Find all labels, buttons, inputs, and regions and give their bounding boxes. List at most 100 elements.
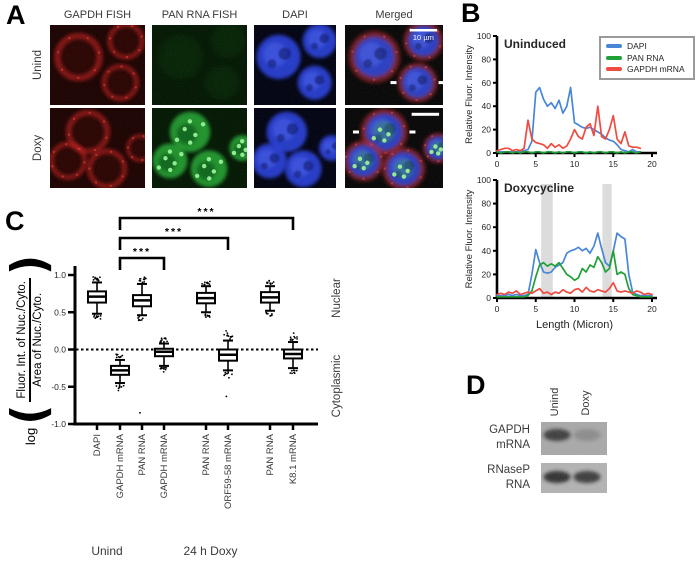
outlier-point — [139, 277, 142, 280]
outlier-point — [94, 317, 97, 320]
micrograph-doxy-dapi — [254, 108, 336, 188]
outlier-point — [143, 276, 146, 279]
scatter-point — [270, 314, 273, 317]
scatter-point — [138, 279, 141, 282]
panel-a-label: A — [6, 0, 26, 30]
scatter-point — [96, 279, 98, 281]
x-tick-label: 0 — [495, 304, 500, 314]
y-tick-label: 60 — [482, 78, 492, 88]
row-label-doxy: Doxy — [32, 134, 44, 162]
scatter-point — [92, 276, 95, 278]
significance-bracket — [118, 236, 230, 250]
group-label-24h-doxy: 24 h Doxy — [183, 544, 238, 558]
scatter-point — [293, 335, 296, 338]
scatter-point — [289, 372, 292, 374]
scatter-point — [138, 318, 140, 321]
scatter-point — [290, 369, 293, 372]
scatter-point — [159, 341, 162, 343]
outlier-point — [138, 315, 141, 318]
scatter-point — [118, 385, 121, 388]
scatter-point — [93, 314, 96, 317]
scatter-point — [294, 337, 296, 339]
blot-row-label-line: RNaseP — [487, 464, 530, 476]
panel-b-label: B — [461, 0, 481, 28]
legend-label: PAN RNA — [627, 52, 665, 63]
legend-item: DAPI — [606, 42, 688, 51]
series-gapdh-mrna — [496, 105, 642, 152]
scatter-point — [162, 368, 165, 370]
significance-stars: *** — [165, 226, 183, 238]
line-chart-doxycycline: 0 20 40 60 80 100 0 5 10 15 20 Doxycycline Relative … — [464, 175, 657, 331]
y-tick-label: 0.5 — [54, 307, 66, 317]
scatter-point — [140, 319, 143, 321]
category-label: ORF59-58 mRNA — [223, 433, 234, 509]
legend-label: DAPI — [627, 41, 647, 51]
noise-overlay — [345, 25, 443, 105]
panel-d-label: D — [466, 370, 486, 400]
significance-stars: *** — [133, 246, 151, 258]
x-tick-label: 0 — [495, 159, 500, 169]
series-gapdh-mrna — [496, 281, 653, 296]
column-header-pan-rna-fish: PAN RNA FISH — [161, 9, 238, 21]
scatter-point — [268, 279, 271, 282]
y-tick-label: 100 — [477, 31, 491, 41]
category-label: DAPI — [92, 434, 103, 456]
outlier-point — [206, 281, 209, 284]
scatter-point — [97, 315, 100, 318]
outlier-point — [228, 376, 230, 379]
scatter-point — [99, 317, 102, 320]
scale-bar — [411, 112, 440, 116]
scatter-point — [115, 385, 118, 387]
micrograph-unind-gapdh-fish — [50, 25, 145, 105]
outlier-point — [291, 372, 293, 375]
nuclear-axis-label: Nuclear — [331, 278, 343, 318]
blot-row-label-rnasep-rna: RNaseP RNA — [468, 463, 530, 493]
line-scan-marker — [352, 130, 359, 134]
scatter-point — [289, 336, 292, 339]
noise-overlay — [50, 108, 145, 188]
category-label: GAPDH mRNA — [159, 433, 170, 498]
outlier-point — [160, 339, 162, 342]
scale-bar-label: 10 µm — [413, 33, 434, 42]
scatter-point — [121, 354, 124, 357]
scatter-point — [292, 369, 295, 372]
x-tick-label: 10 — [570, 304, 580, 314]
scatter-point — [203, 283, 206, 286]
x-tick-label: 15 — [609, 304, 619, 314]
noise-overlay — [254, 25, 336, 105]
series-dapi — [496, 232, 653, 297]
scatter-point — [201, 282, 204, 285]
outlier-point — [226, 332, 229, 335]
scatter-point — [160, 366, 163, 369]
scatter-point — [165, 366, 168, 369]
shaded-region — [541, 184, 553, 298]
series-pan-rna — [496, 150, 642, 154]
x-tick-label: 15 — [609, 159, 619, 169]
scatter-point — [266, 312, 269, 315]
column-header-merged: Merged — [375, 9, 413, 21]
legend-label: GAPDH mRNA — [627, 64, 685, 74]
blot-row-label-line: mRNA — [496, 439, 530, 451]
blot-row-label-line: RNA — [505, 479, 530, 491]
y-tick-label: 0 — [486, 148, 491, 158]
scatter-point — [272, 281, 275, 283]
category-label: PAN RNA — [265, 433, 276, 475]
category-label: GAPDH mRNA — [115, 433, 126, 498]
legend-swatch — [606, 55, 622, 60]
scatter-point — [224, 371, 227, 374]
scatter-point — [120, 386, 123, 388]
y-tick-label: 100 — [477, 175, 491, 185]
y-tick-label: -0.5 — [51, 382, 66, 392]
scatter-point — [289, 339, 292, 341]
scatter-point — [122, 384, 125, 387]
scatter-point — [231, 373, 233, 376]
y-tick-label: 80 — [482, 54, 492, 64]
outlier-point — [162, 370, 165, 373]
cytoplasmic-axis-label: Cytoplasmic — [331, 354, 343, 418]
scatter-point — [208, 283, 211, 286]
ylabel-paren-close: ) — [2, 254, 58, 276]
y-tick-label: 80 — [482, 199, 492, 209]
scatter-point — [293, 372, 296, 375]
micrograph-unind-dapi — [254, 25, 336, 105]
